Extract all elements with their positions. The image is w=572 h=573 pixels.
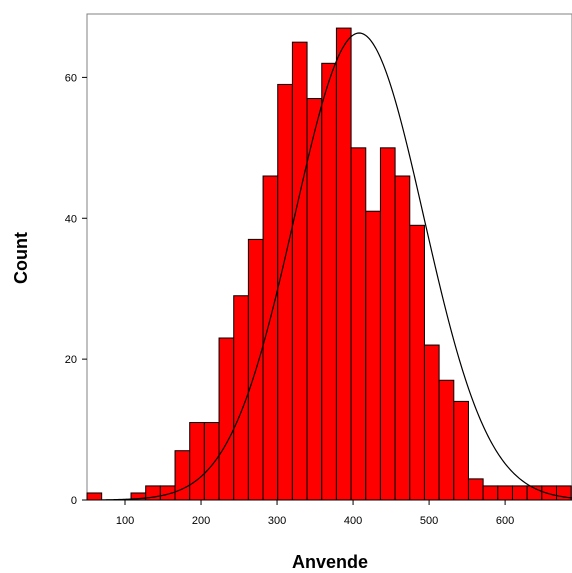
histogram-bar xyxy=(467,478,484,501)
x-axis-title: Anvende xyxy=(292,552,368,572)
y-tick-label: 20 xyxy=(65,354,77,366)
histogram-bar xyxy=(203,422,220,501)
histogram-bar xyxy=(218,337,235,501)
histogram-bar xyxy=(306,98,323,501)
histogram-bar xyxy=(541,485,557,501)
histogram-bar xyxy=(174,450,191,501)
histogram-bar xyxy=(497,485,513,501)
histogram-bar xyxy=(482,485,499,501)
histogram-bar xyxy=(409,224,425,501)
y-tick-label: 0 xyxy=(71,495,77,507)
normal-curve xyxy=(102,32,572,501)
histogram-bar xyxy=(365,210,381,501)
y-axis-title: Count xyxy=(11,232,31,284)
histogram-bar xyxy=(394,175,411,501)
histogram-bar xyxy=(321,62,337,501)
y-tick-label: 60 xyxy=(65,72,77,84)
histogram-bar xyxy=(189,422,205,501)
histogram-bar xyxy=(291,41,308,501)
x-tick-label: 100 xyxy=(116,515,134,527)
histogram-bar xyxy=(423,344,440,501)
y-ticks-group: 0 20 40 60 xyxy=(65,72,87,507)
x-ticks-group: 100 200 300 400 500 600 xyxy=(116,500,514,527)
x-tick-label: 200 xyxy=(192,515,210,527)
bars-group xyxy=(86,27,572,501)
histogram-bar xyxy=(277,83,293,501)
x-tick-label: 600 xyxy=(496,515,514,527)
histogram-bar xyxy=(86,492,103,501)
x-tick-label: 300 xyxy=(268,515,286,527)
histogram-bar xyxy=(438,379,455,501)
histogram-bar xyxy=(511,485,528,501)
histogram-bar xyxy=(335,27,352,501)
histogram-bar xyxy=(350,147,367,501)
x-tick-label: 400 xyxy=(344,515,362,527)
histogram-bar xyxy=(453,400,469,501)
x-tick-label: 500 xyxy=(420,515,438,527)
histogram-bar xyxy=(379,147,396,501)
y-tick-label: 40 xyxy=(65,213,77,225)
